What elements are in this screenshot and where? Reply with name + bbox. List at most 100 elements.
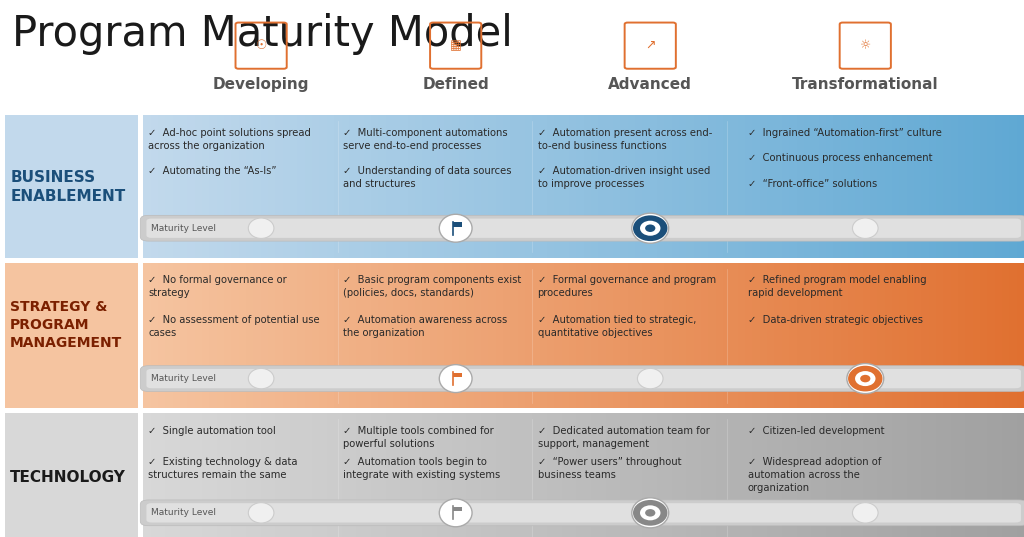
Bar (966, 413, 973, 537)
Bar (319, 115, 327, 258)
Bar (723, 263, 730, 408)
Bar (782, 413, 790, 537)
Bar (386, 413, 393, 537)
Bar (503, 413, 510, 537)
Bar (166, 413, 173, 537)
Bar (378, 413, 386, 537)
Bar (635, 115, 642, 258)
Bar (444, 263, 452, 408)
Bar (973, 263, 980, 408)
Bar (473, 115, 481, 258)
Text: ✓  Ingrained “Automation-first” culture: ✓ Ingrained “Automation-first” culture (748, 128, 941, 138)
Bar (584, 115, 591, 258)
Bar (386, 115, 393, 258)
Bar (665, 413, 672, 537)
Bar (453, 507, 462, 511)
Bar (855, 263, 862, 408)
Bar (980, 413, 987, 537)
Bar (686, 115, 694, 258)
Bar (378, 115, 386, 258)
Bar (561, 263, 569, 408)
Bar (994, 115, 1001, 258)
Bar (737, 413, 745, 537)
Bar (312, 413, 319, 537)
Bar (400, 413, 408, 537)
Bar (841, 263, 848, 408)
Bar (187, 263, 195, 408)
Bar (283, 115, 290, 258)
Bar (158, 413, 166, 537)
Ellipse shape (442, 503, 469, 523)
Bar (790, 263, 797, 408)
Bar (1010, 413, 1017, 537)
Text: ✓  Multiple tools combined for
powerful solutions: ✓ Multiple tools combined for powerful s… (343, 426, 494, 448)
Bar (224, 115, 231, 258)
Bar (591, 413, 598, 537)
Ellipse shape (248, 503, 274, 523)
Bar (730, 115, 737, 258)
Bar (906, 413, 913, 537)
Bar (577, 263, 584, 408)
Bar (554, 263, 561, 408)
Bar (1017, 263, 1024, 408)
Bar (488, 413, 496, 537)
Bar (701, 115, 709, 258)
Text: ✓  “Front-office” solutions: ✓ “Front-office” solutions (748, 179, 877, 188)
Bar (342, 263, 349, 408)
Bar (187, 413, 195, 537)
Bar (818, 413, 825, 537)
Bar (422, 263, 430, 408)
Bar (473, 263, 481, 408)
FancyBboxPatch shape (146, 369, 1021, 388)
Bar (804, 413, 811, 537)
Bar (334, 413, 342, 537)
Bar (774, 263, 782, 408)
Bar (716, 115, 723, 258)
Bar (980, 115, 987, 258)
Bar (694, 413, 701, 537)
Bar (290, 115, 297, 258)
Bar (327, 115, 334, 258)
Bar (319, 263, 327, 408)
Text: ✓  No assessment of potential use
cases: ✓ No assessment of potential use cases (148, 315, 321, 338)
Ellipse shape (637, 503, 664, 523)
Bar (825, 115, 834, 258)
Bar (584, 413, 591, 537)
Bar (774, 413, 782, 537)
Bar (936, 413, 943, 537)
Bar (1001, 115, 1010, 258)
Bar (195, 413, 202, 537)
Bar (621, 115, 628, 258)
Bar (400, 263, 408, 408)
Bar (239, 115, 246, 258)
Bar (496, 263, 503, 408)
Bar (158, 263, 166, 408)
Bar (913, 263, 922, 408)
Bar (356, 413, 364, 537)
Bar (239, 263, 246, 408)
Bar (635, 413, 642, 537)
Bar (966, 263, 973, 408)
Text: ☼: ☼ (860, 39, 870, 52)
Bar (525, 413, 532, 537)
Bar (525, 115, 532, 258)
Bar (686, 263, 694, 408)
Bar (166, 263, 173, 408)
Bar (452, 413, 459, 537)
Bar (561, 413, 569, 537)
Bar (283, 413, 290, 537)
Bar (518, 115, 525, 258)
Text: Maturity Level: Maturity Level (151, 509, 215, 517)
Bar (1010, 263, 1017, 408)
Ellipse shape (632, 213, 669, 243)
Bar (195, 263, 202, 408)
Ellipse shape (248, 368, 274, 389)
Bar (1010, 115, 1017, 258)
Bar (628, 115, 635, 258)
Bar (437, 263, 444, 408)
Bar (444, 115, 452, 258)
Bar (459, 263, 466, 408)
Bar (797, 413, 804, 537)
Bar (804, 263, 811, 408)
Bar (760, 115, 767, 258)
